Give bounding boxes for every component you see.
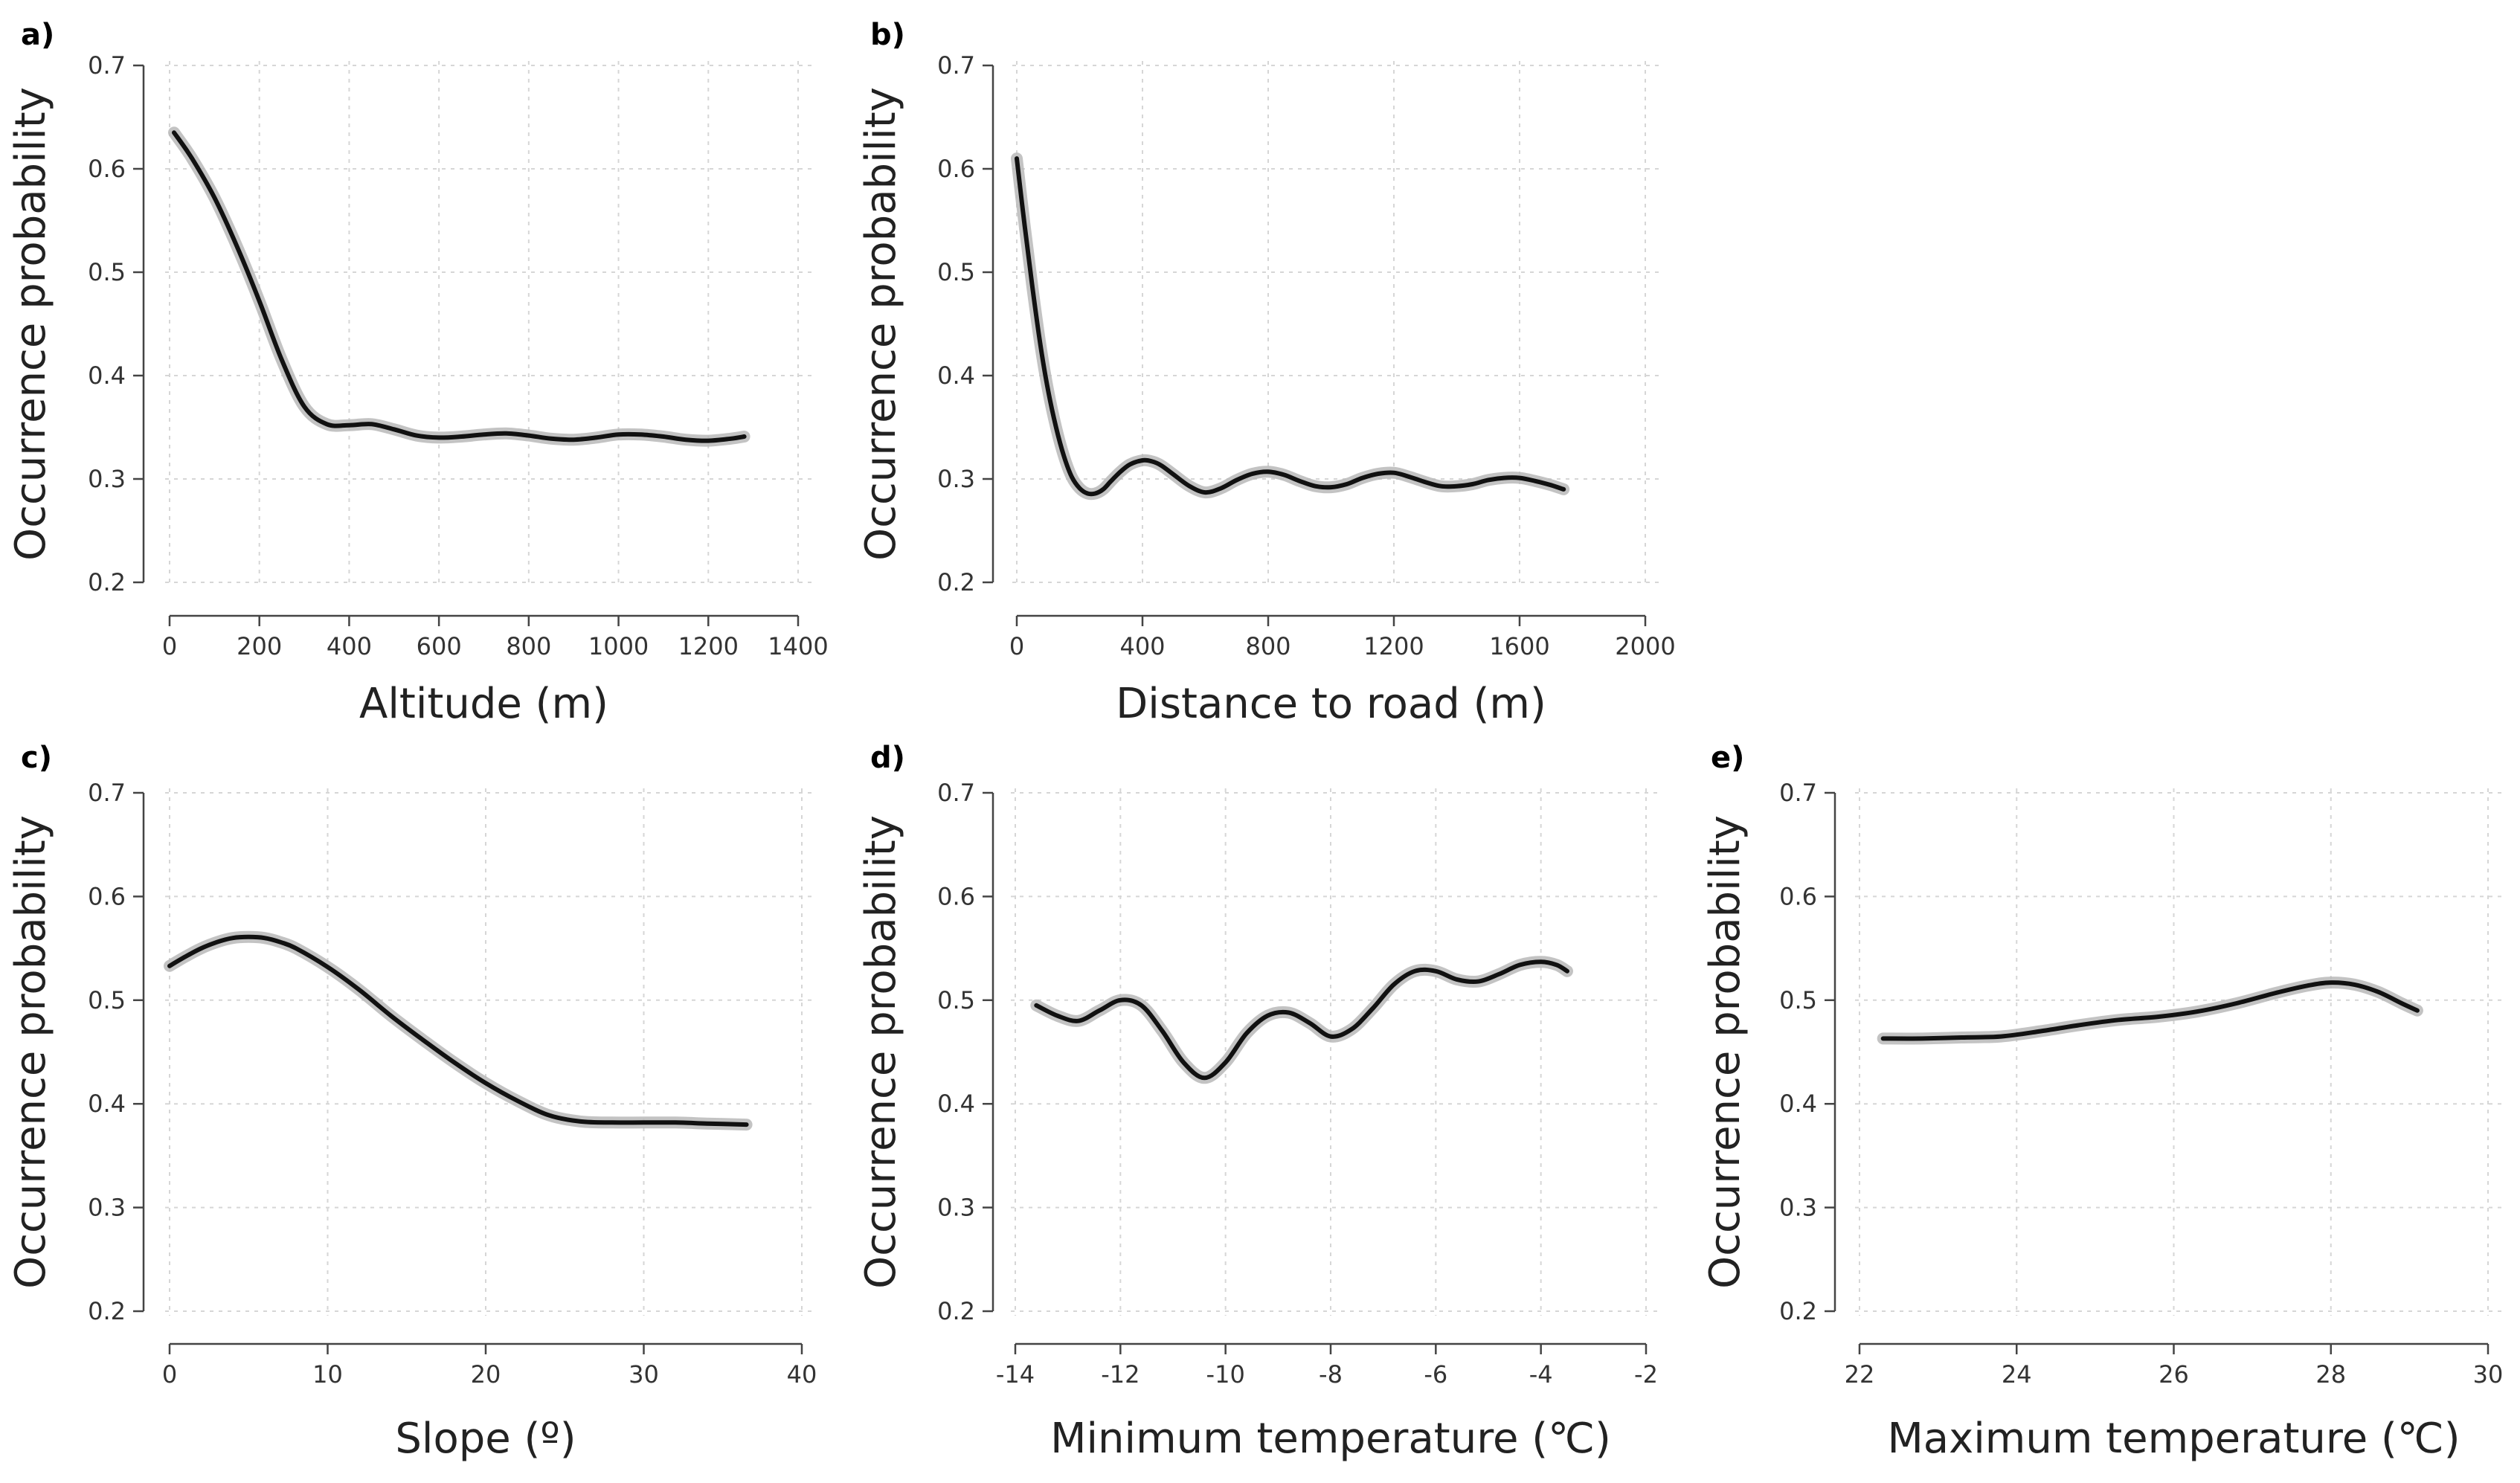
panel-label: b): [870, 18, 905, 52]
panel-label: c): [21, 741, 52, 775]
x-tick-label: 400: [327, 632, 372, 660]
x-tick-label: 30: [629, 1360, 659, 1389]
panel-3: 0 10 20 30 40 0.2 0.3 0.4 0.5 0.6 0.7 Slope (º) Occu…: [7, 741, 817, 1463]
confidence-band: [1877, 977, 2423, 1045]
x-tick-label: 0: [162, 1360, 177, 1389]
x-tick-label: 40: [787, 1360, 817, 1389]
y-tick-label: 0.4: [88, 1090, 126, 1118]
y-tick-label: 0.7: [88, 779, 126, 807]
y-tick-label: 0.5: [88, 986, 126, 1014]
x-tick-label: -14: [996, 1360, 1035, 1389]
y-tick-label: 0.3: [937, 465, 975, 493]
y-tick-label: 0.7: [88, 51, 126, 80]
response-curve: [1034, 959, 1569, 1081]
response-curve: [1880, 980, 2420, 1041]
x-axis-title: Minimum temperature (℃): [1050, 1415, 1611, 1463]
x-tick-label: 800: [506, 632, 551, 660]
x-tick-label: 10: [312, 1360, 343, 1389]
x-tick-label: 28: [2315, 1360, 2346, 1389]
x-tick-label: 24: [2002, 1360, 2032, 1389]
y-tick-label: 0.4: [88, 361, 126, 390]
x-tick-label: -6: [1424, 1360, 1447, 1389]
panel-label: a): [21, 18, 54, 52]
y-tick-label: 0.2: [937, 568, 975, 596]
x-tick-label: 200: [237, 632, 282, 660]
panel-label: d): [870, 741, 905, 775]
y-tick-label: 0.5: [1779, 986, 1817, 1014]
x-tick-label: 600: [417, 632, 462, 660]
y-tick-label: 0.3: [937, 1194, 975, 1222]
y-tick-label: 0.4: [1779, 1090, 1817, 1118]
y-axis-title: Occurrence probability: [857, 87, 905, 561]
x-tick-label: -4: [1529, 1360, 1553, 1389]
x-tick-label: 0: [1009, 632, 1024, 660]
x-tick-label: -8: [1319, 1360, 1343, 1389]
x-axis-title: Slope (º): [395, 1415, 576, 1463]
y-tick-label: 0.7: [937, 51, 975, 80]
x-axis-title: Altitude (m): [359, 680, 608, 728]
y-tick-label: 0.7: [937, 779, 975, 807]
panel-4: -14 -12 -10 -8 -6 -4 -2 0.2 0.3 0.4 0.5 0.6 0.7 Minim…: [857, 741, 1661, 1463]
y-tick-label: 0.7: [1779, 779, 1817, 807]
y-tick-label: 0.6: [937, 882, 975, 910]
panel-1: 0 200 400 600 800 1000 1200 1400 0.2 0.3 0.4 0.5 0.6…: [7, 18, 829, 728]
y-tick-label: 0.5: [937, 258, 975, 286]
x-axis-title: Maximum temperature (℃): [1887, 1415, 2460, 1463]
y-tick-label: 0.3: [88, 1194, 126, 1222]
y-tick-label: 0.3: [1779, 1194, 1817, 1222]
panel-5: 22 24 26 28 30 0.2 0.3 0.4 0.5 0.6 0.7 Maximum temp…: [1701, 741, 2503, 1463]
x-tick-label: 1000: [588, 632, 649, 660]
x-tick-label: 1200: [1363, 632, 1424, 660]
y-axis-title: Occurrence probability: [857, 815, 905, 1289]
y-tick-label: 0.3: [88, 465, 126, 493]
y-axis-title: Occurrence probability: [7, 87, 55, 561]
x-tick-label: -10: [1206, 1360, 1245, 1389]
confidence-band: [164, 930, 753, 1131]
y-tick-label: 0.4: [937, 1090, 975, 1118]
panel-2: 0 400 800 1200 1600 2000 0.2 0.3 0.4 0.5 0.6 0.7 Dis…: [857, 18, 1676, 728]
x-tick-label: 20: [471, 1360, 501, 1389]
response-curve: [167, 934, 749, 1127]
panel-label: e): [1711, 741, 1744, 775]
y-tick-label: 0.6: [88, 155, 126, 183]
x-tick-label: -2: [1634, 1360, 1658, 1389]
confidence-band: [1011, 152, 1570, 501]
x-tick-label: -12: [1101, 1360, 1140, 1389]
x-tick-label: 1200: [678, 632, 739, 660]
y-tick-label: 0.6: [937, 155, 975, 183]
x-axis-title: Distance to road (m): [1116, 680, 1546, 728]
x-tick-label: 30: [2473, 1360, 2504, 1389]
x-tick-label: 800: [1245, 632, 1290, 660]
y-tick-label: 0.4: [937, 361, 975, 390]
y-tick-label: 0.5: [937, 986, 975, 1014]
response-curve: [172, 130, 747, 443]
x-tick-label: 26: [2159, 1360, 2189, 1389]
y-tick-label: 0.6: [88, 882, 126, 910]
y-tick-label: 0.6: [1779, 882, 1817, 910]
y-tick-label: 0.2: [1779, 1297, 1817, 1325]
y-tick-label: 0.5: [88, 258, 126, 286]
x-tick-label: 2000: [1615, 632, 1675, 660]
response-curve: [1015, 156, 1566, 497]
y-axis-title: Occurrence probability: [1701, 815, 1749, 1289]
y-tick-label: 0.2: [88, 1297, 126, 1325]
x-tick-label: 1600: [1489, 632, 1549, 660]
x-tick-label: 0: [162, 632, 177, 660]
x-tick-label: 22: [1845, 1360, 1875, 1389]
y-tick-label: 0.2: [88, 568, 126, 596]
y-tick-label: 0.2: [937, 1297, 975, 1325]
x-tick-label: 400: [1119, 632, 1165, 660]
y-axis-title: Occurrence probability: [7, 815, 55, 1289]
x-tick-label: 1400: [768, 632, 828, 660]
